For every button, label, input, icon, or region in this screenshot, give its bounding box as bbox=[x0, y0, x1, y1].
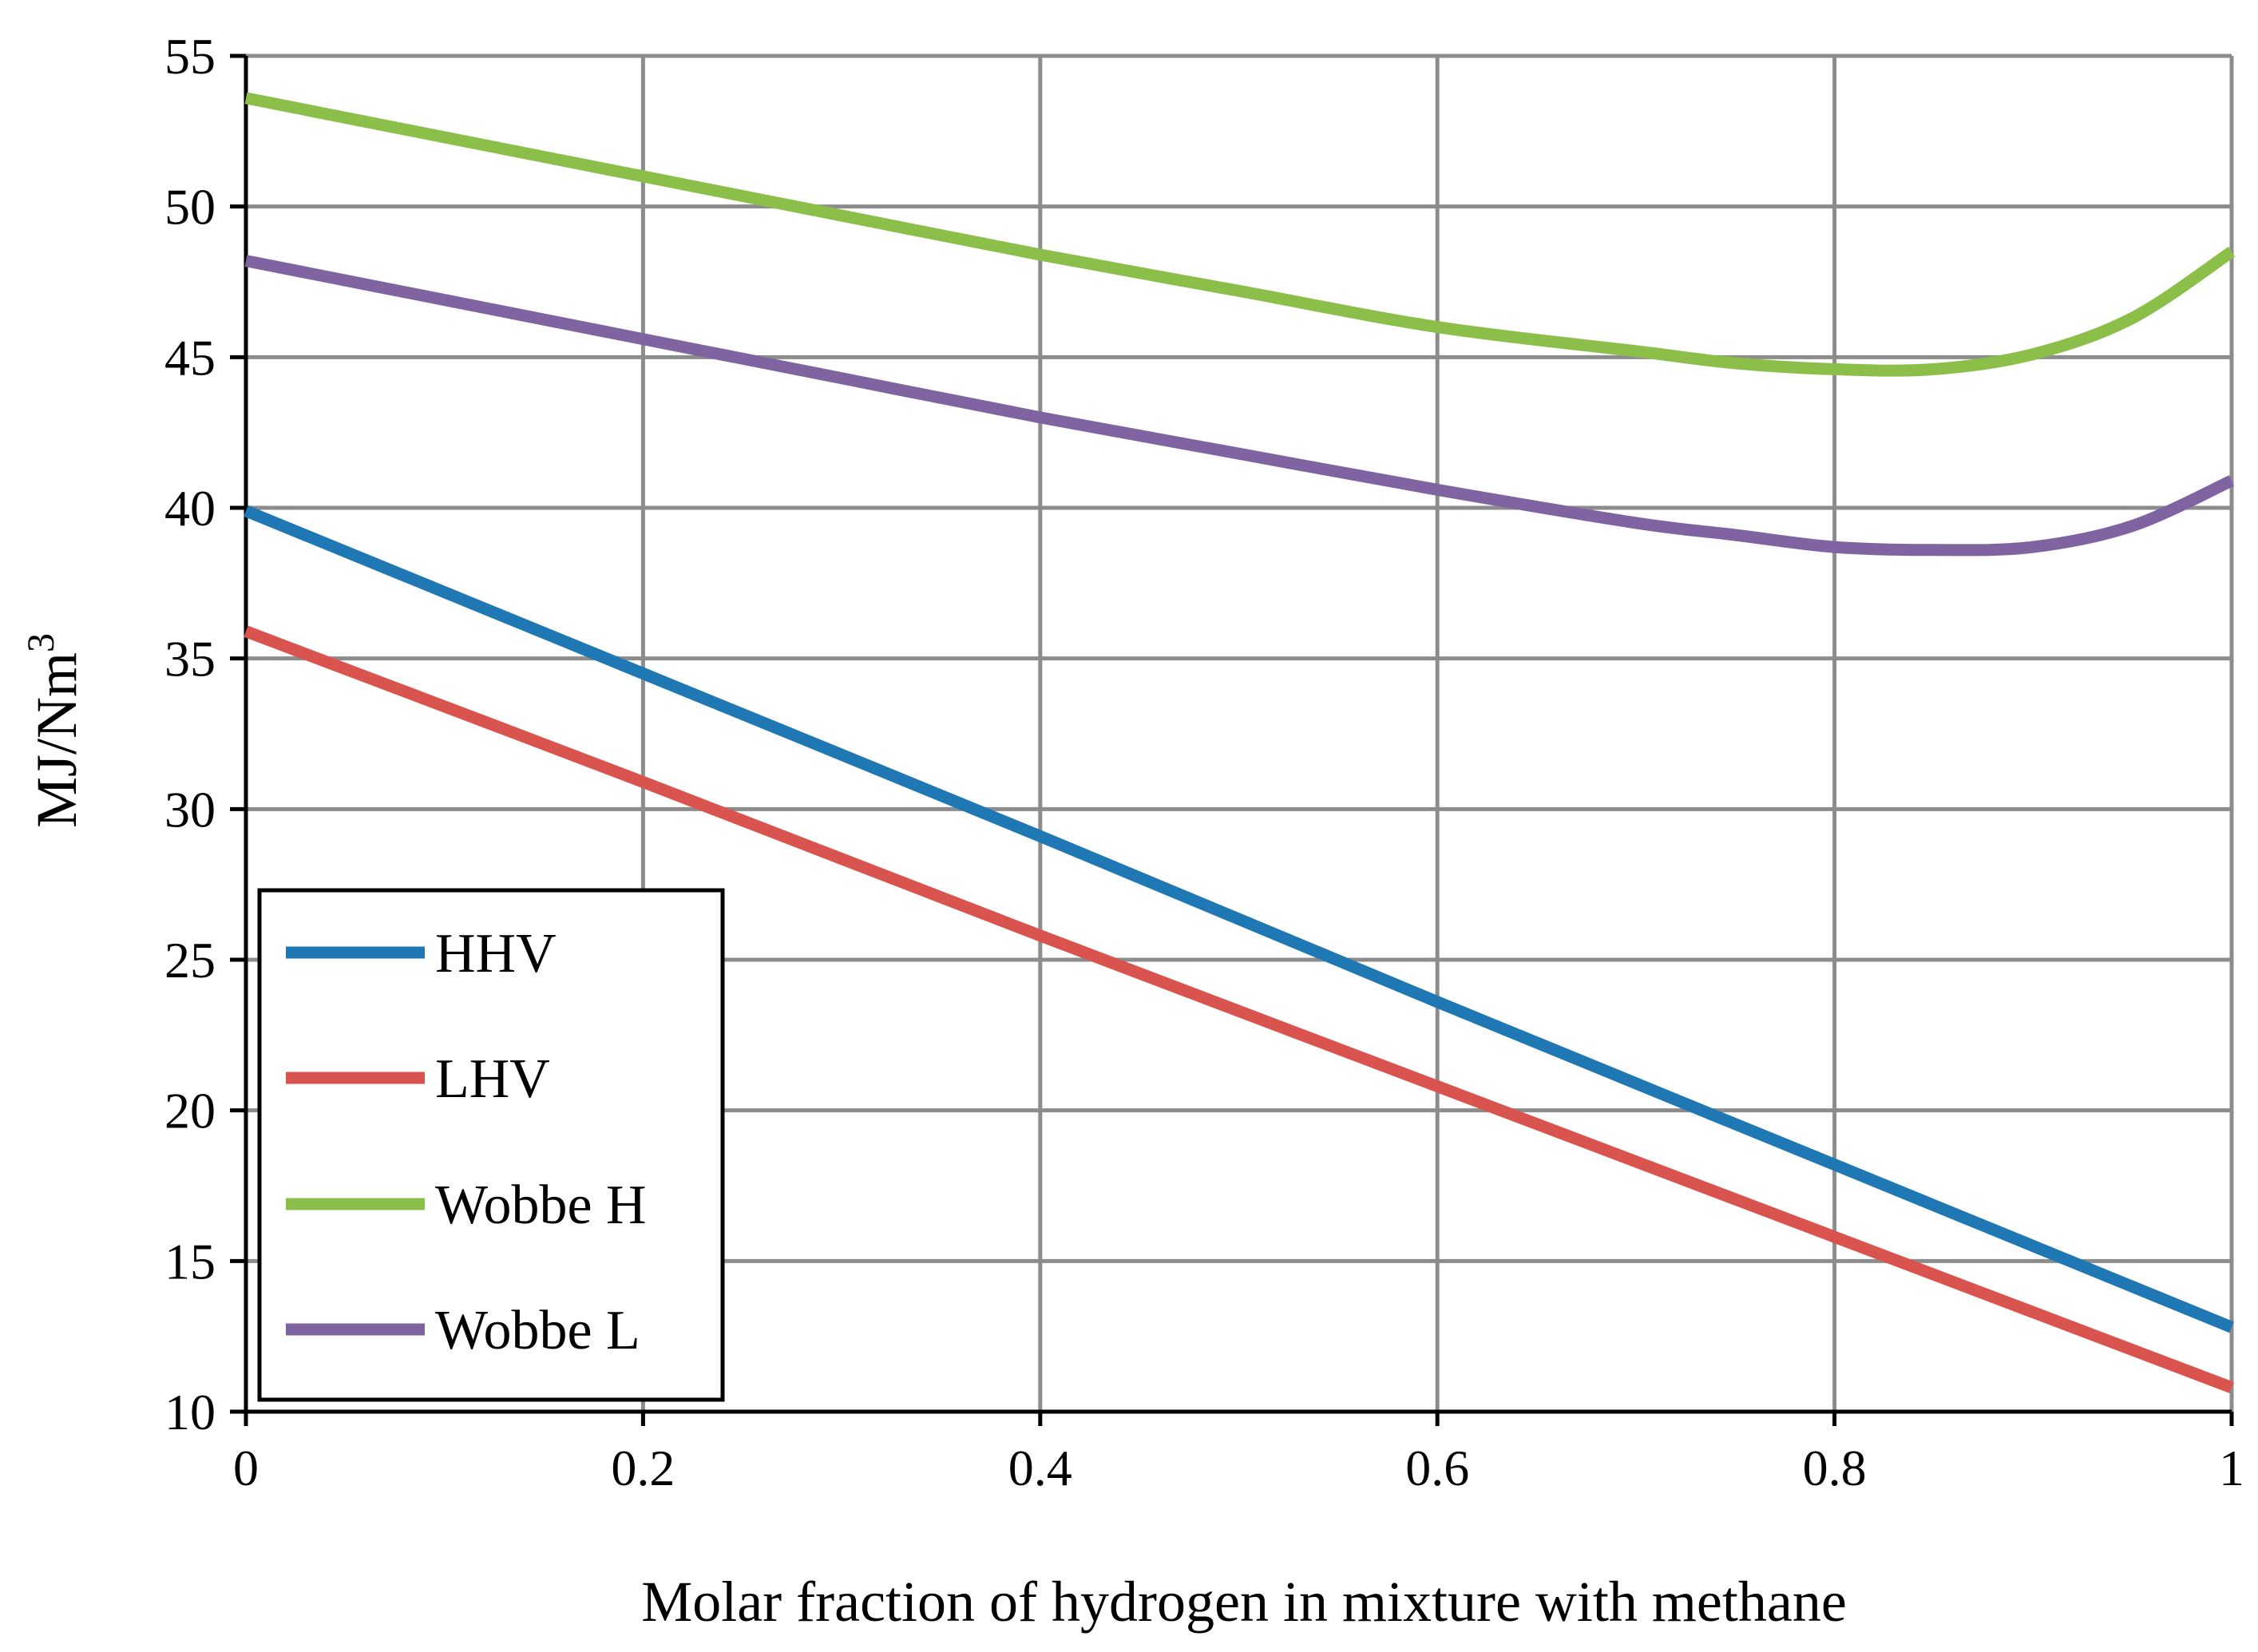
series-line-wobbe-h bbox=[244, 92, 2236, 377]
y-tick-label-9: 55 bbox=[164, 28, 216, 85]
legend: HHV LHV Wobbe H Wobbe L bbox=[257, 888, 725, 1402]
series-lines bbox=[244, 92, 2236, 1393]
y-tick-label-6: 40 bbox=[164, 480, 216, 537]
x-tick-label-1: 0.2 bbox=[611, 1440, 675, 1496]
x-axis-title: Molar fraction of hydrogen in mixture wi… bbox=[641, 1570, 1847, 1634]
y-tick-label-1: 15 bbox=[164, 1233, 216, 1290]
x-tick-label-5: 1 bbox=[2219, 1440, 2244, 1496]
series-line-hhv bbox=[244, 505, 2234, 1333]
grid bbox=[244, 53, 2234, 1414]
axes bbox=[230, 53, 2234, 1426]
y-tick-label-3: 25 bbox=[164, 932, 216, 988]
x-tick-label-2: 0.4 bbox=[1008, 1440, 1072, 1496]
y-tick-label-5: 35 bbox=[164, 631, 216, 687]
y-tick-label-8: 50 bbox=[164, 179, 216, 236]
y-tick-label-0: 10 bbox=[164, 1384, 216, 1440]
legend-label-wobbe-l: Wobbe L bbox=[435, 1300, 640, 1361]
legend-label-hhv: HHV bbox=[435, 923, 557, 984]
tick-labels: 0 0.2 0.4 0.6 0.8 1 10 15 20 25 30 35 40 45 50 55 bbox=[164, 28, 2244, 1496]
legend-label-wobbe-h: Wobbe H bbox=[435, 1175, 647, 1236]
y-axis-title-text: MJ/Nm bbox=[25, 652, 89, 828]
y-axis-title: MJ/Nm3 bbox=[20, 633, 89, 828]
y-tick-label-7: 45 bbox=[164, 329, 216, 386]
series-line-lhv bbox=[244, 625, 2234, 1393]
series-line-wobbe-l bbox=[244, 255, 2235, 557]
y-axis-title-superscript: 3 bbox=[20, 633, 62, 652]
y-tick-label-4: 30 bbox=[164, 781, 216, 838]
legend-items: HHV LHV Wobbe H Wobbe L bbox=[286, 923, 647, 1361]
y-tick-label-2: 20 bbox=[164, 1083, 216, 1139]
x-tick-label-4: 0.8 bbox=[1803, 1440, 1867, 1496]
x-tick-label-0: 0 bbox=[233, 1440, 259, 1496]
x-tick-label-3: 0.6 bbox=[1405, 1440, 1469, 1496]
legend-box bbox=[257, 888, 725, 1402]
legend-label-lhv: LHV bbox=[435, 1048, 550, 1110]
